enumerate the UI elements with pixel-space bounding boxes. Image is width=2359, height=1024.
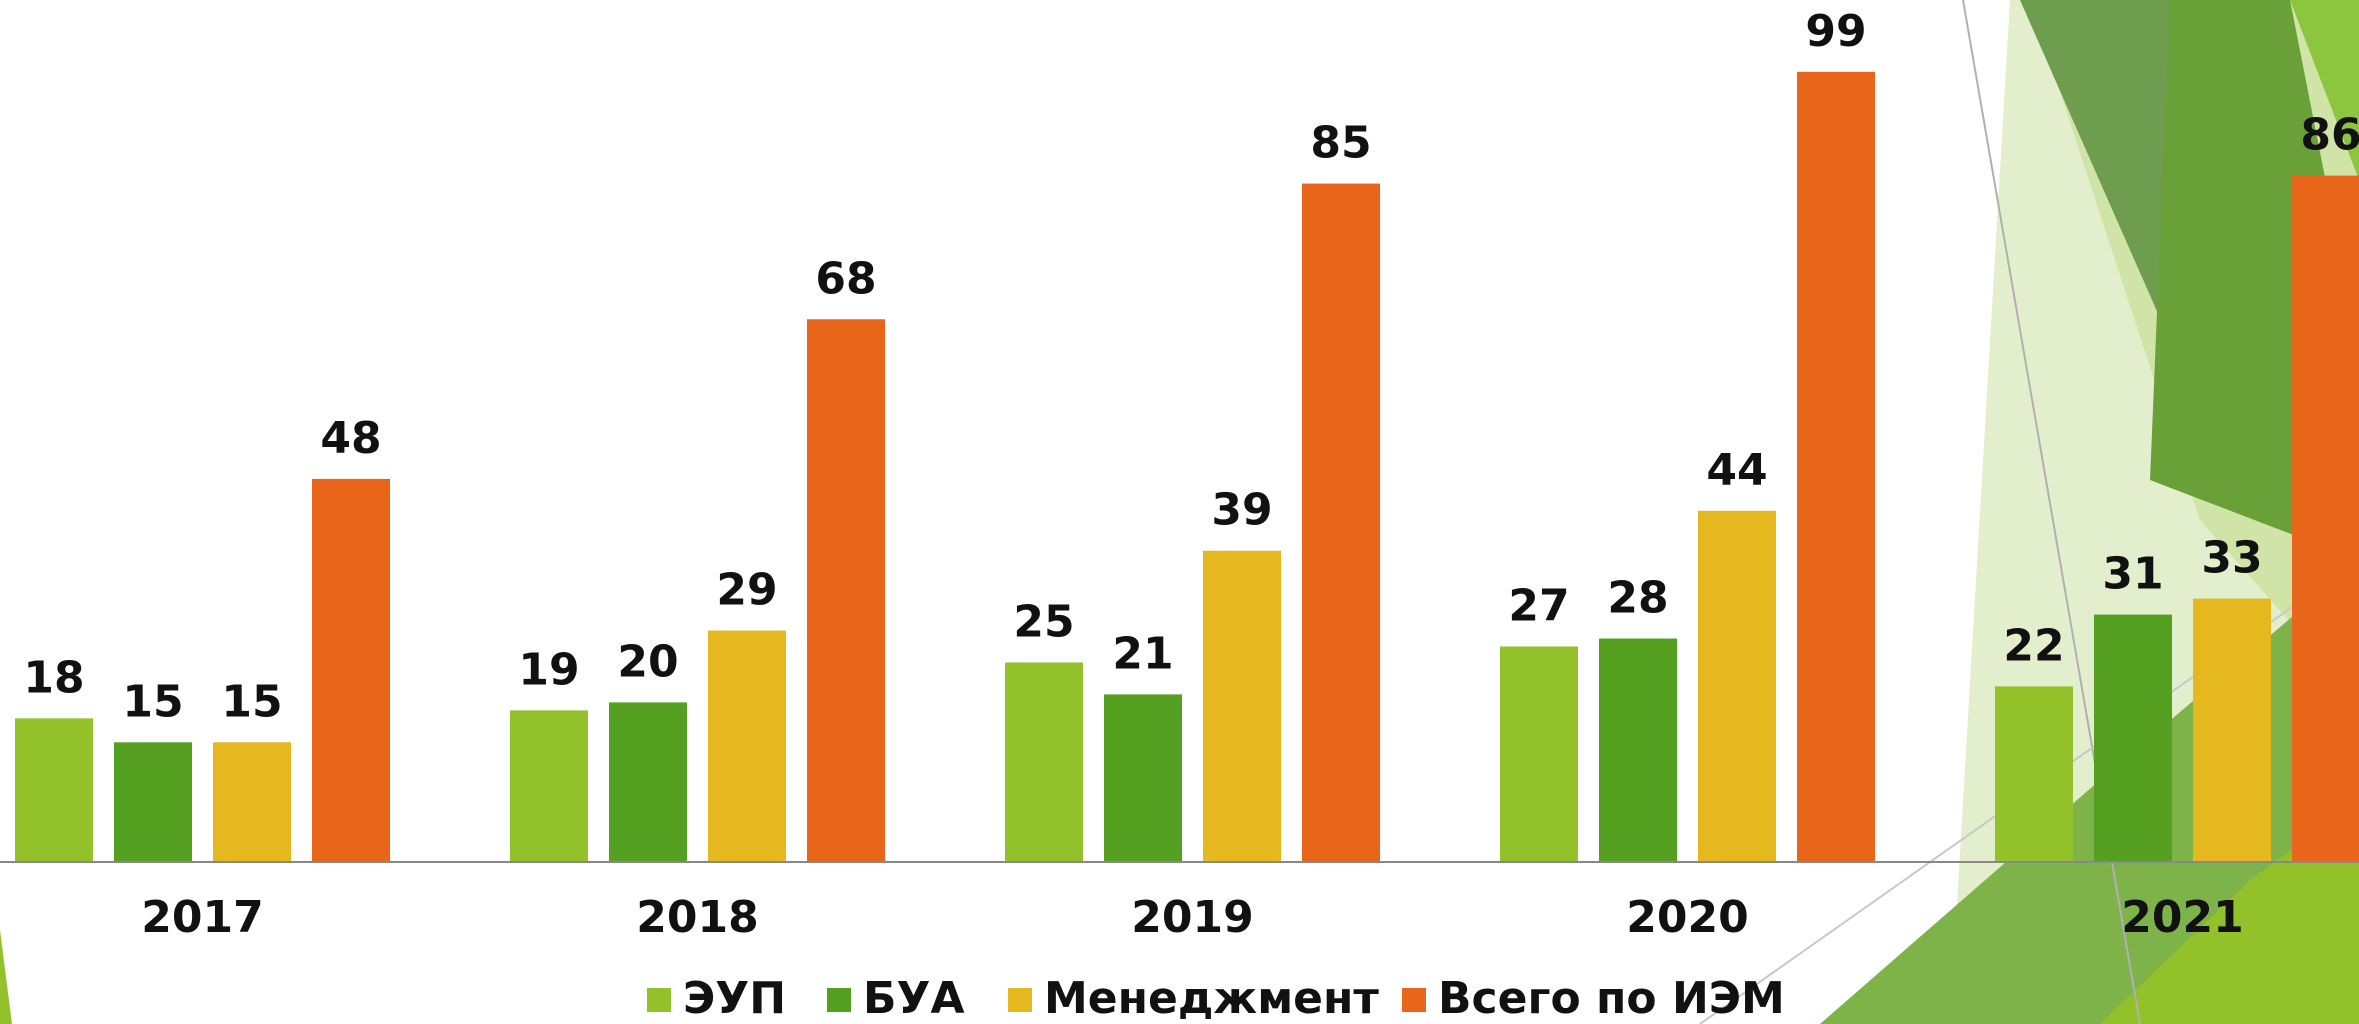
data-label: 22 [2003, 620, 2064, 671]
legend-label: Менеджмент [1044, 973, 1379, 1024]
bar [1302, 183, 1380, 862]
data-label: 15 [122, 676, 183, 727]
x-tick-label: 2021 [2121, 892, 2243, 943]
bar [807, 319, 885, 862]
data-label: 85 [1310, 118, 1371, 169]
data-label: 33 [2201, 533, 2262, 584]
data-label: 48 [320, 413, 381, 464]
data-label: 21 [1112, 628, 1173, 679]
data-label: 15 [221, 676, 282, 727]
data-label: 99 [1805, 6, 1866, 57]
bar [1104, 694, 1182, 862]
bar [1698, 510, 1776, 862]
bar [1599, 638, 1677, 862]
bar [2292, 175, 2359, 862]
legend-swatch [1008, 988, 1032, 1012]
legend-label: ЭУП [683, 973, 786, 1024]
data-label: 44 [1706, 445, 1767, 496]
legend-swatch [827, 988, 851, 1012]
data-label: 31 [2102, 549, 2163, 600]
data-label: 68 [815, 253, 876, 304]
data-label: 86 [2300, 110, 2359, 161]
bar [510, 710, 588, 862]
bar [609, 702, 687, 862]
x-tick-label: 2020 [1626, 892, 1748, 943]
bar [312, 478, 390, 862]
x-tick-label: 2019 [1131, 892, 1253, 943]
bar [213, 742, 291, 862]
bar [1500, 646, 1578, 862]
bar [1995, 686, 2073, 862]
bar [2193, 598, 2271, 862]
legend: ЭУП БУА Менеджмент Всего по ИЭМ [647, 973, 1785, 1024]
bar [1005, 662, 1083, 862]
data-label: 18 [23, 652, 84, 703]
bar [114, 742, 192, 862]
bar [1797, 71, 1875, 863]
data-label: 25 [1013, 596, 1074, 647]
legend-label: БУА [863, 973, 965, 1024]
x-tick-label: 2018 [636, 892, 758, 943]
bar [1203, 550, 1281, 862]
bar [15, 718, 93, 862]
data-label: 27 [1508, 581, 1569, 632]
data-label: 20 [617, 636, 678, 687]
x-tick-label: 2017 [141, 892, 263, 943]
bar [2094, 614, 2172, 862]
legend-swatch [647, 988, 671, 1012]
data-label: 39 [1211, 485, 1272, 536]
plot-area: 18 15 15 48 2017 19 20 29 68 2018 25 21 39 85 2019 27 28… [15, 6, 2359, 943]
bar [708, 630, 786, 862]
data-label: 29 [716, 565, 777, 616]
legend-swatch [1402, 988, 1426, 1012]
data-label: 19 [518, 644, 579, 695]
data-label: 28 [1607, 573, 1668, 624]
legend-label: Всего по ИЭМ [1438, 973, 1785, 1024]
